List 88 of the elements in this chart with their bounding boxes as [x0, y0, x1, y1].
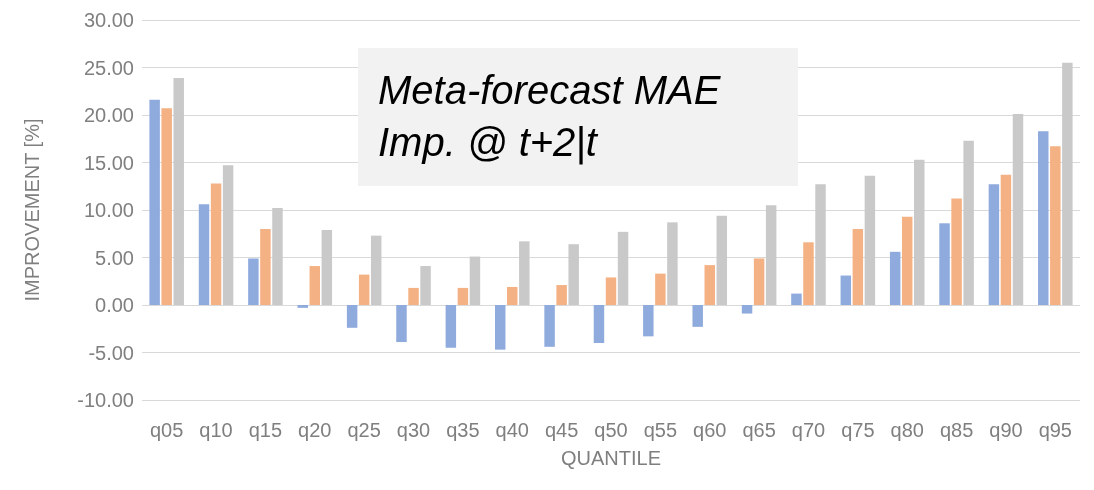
- bar: [297, 305, 308, 308]
- y-tick-label: -5.00: [88, 341, 134, 364]
- y-tick-label: 0.00: [95, 294, 134, 316]
- y-tick-label: 15.00: [83, 151, 134, 174]
- bar: [988, 184, 1000, 305]
- bar: [1050, 146, 1061, 305]
- x-tick-label: q85: [939, 419, 974, 441]
- bar: [272, 208, 283, 305]
- bar: [544, 305, 555, 347]
- x-axis-title: QUANTILE: [560, 447, 662, 469]
- x-tick-label: q75: [841, 419, 875, 441]
- y-axis-title: IMPROVEMENT [%]: [21, 118, 43, 302]
- bar: [420, 266, 431, 305]
- bar: [951, 198, 962, 305]
- x-tick-label: q95: [1038, 419, 1072, 441]
- x-tick-label: q25: [347, 419, 381, 441]
- y-tick-label: 10.00: [83, 199, 134, 221]
- text: Meta-forecast MAE Imp. @ t+2|t: [378, 68, 732, 165]
- bar: [222, 165, 234, 305]
- bar: [161, 108, 172, 305]
- bar: [519, 241, 530, 305]
- bar: [963, 140, 974, 305]
- bar: [692, 305, 703, 327]
- y-tick-label: 25.00: [83, 56, 134, 79]
- x-tick-label: q30: [396, 419, 431, 441]
- bar: [765, 205, 777, 305]
- bar: [864, 175, 876, 305]
- bar: [791, 293, 802, 305]
- bar: [358, 274, 370, 305]
- bar: [667, 222, 678, 305]
- x-tick-label: q70: [791, 419, 826, 441]
- x-tick-label: q90: [989, 419, 1023, 441]
- bar: [914, 159, 925, 305]
- bar: [840, 275, 852, 305]
- bar: [643, 305, 654, 337]
- bar: [149, 99, 160, 305]
- x-tick-label: q55: [643, 419, 678, 441]
- bar: [852, 229, 864, 305]
- bar: [753, 258, 765, 305]
- bar: [260, 229, 271, 305]
- x-tick-label: q05: [150, 419, 184, 441]
- bar: [1000, 174, 1012, 305]
- bar: [803, 242, 814, 305]
- x-tick-label: q10: [199, 419, 233, 441]
- bar: [173, 77, 184, 305]
- y-tick-label: 30.00: [83, 9, 134, 31]
- bar: [1012, 114, 1024, 305]
- bar: [556, 285, 567, 305]
- bar: [408, 287, 419, 305]
- x-tick-label: q20: [298, 419, 332, 441]
- x-tick-label: q65: [742, 419, 776, 441]
- bar: [568, 244, 579, 305]
- bar: [494, 305, 506, 350]
- x-tick-label: q50: [594, 419, 628, 441]
- bar: [321, 229, 333, 305]
- bar: [346, 305, 358, 328]
- bar: [507, 286, 518, 305]
- bar: [370, 235, 382, 305]
- bar: [655, 273, 666, 305]
- x-tick-label: q40: [495, 419, 529, 441]
- bar: [605, 277, 617, 305]
- bar: [469, 256, 481, 305]
- bar: [741, 305, 753, 314]
- bar: [309, 266, 321, 305]
- bar: [198, 204, 210, 305]
- bar: [396, 305, 407, 343]
- bar: [815, 184, 826, 305]
- bar: [593, 305, 605, 343]
- bar: [901, 216, 913, 305]
- bar: [210, 183, 222, 305]
- bar: [617, 231, 629, 305]
- bar: [716, 215, 728, 305]
- bar: [889, 251, 901, 305]
- bar: [939, 223, 950, 305]
- x-tick-label: q60: [693, 419, 727, 441]
- x-tick-label: q15: [248, 419, 283, 441]
- bar: [457, 287, 469, 305]
- x-tick-label: q35: [446, 419, 480, 441]
- bar: [704, 265, 715, 305]
- x-tick-label: q45: [544, 419, 579, 441]
- bar: [1038, 131, 1049, 305]
- y-tick-label: 20.00: [83, 104, 134, 126]
- y-tick-label: -10.00: [77, 389, 134, 411]
- bar: [248, 258, 259, 305]
- bar: [1062, 62, 1073, 305]
- x-tick-label: q80: [890, 419, 924, 441]
- bar: [445, 305, 457, 348]
- y-tick-label: 5.00: [95, 246, 134, 269]
